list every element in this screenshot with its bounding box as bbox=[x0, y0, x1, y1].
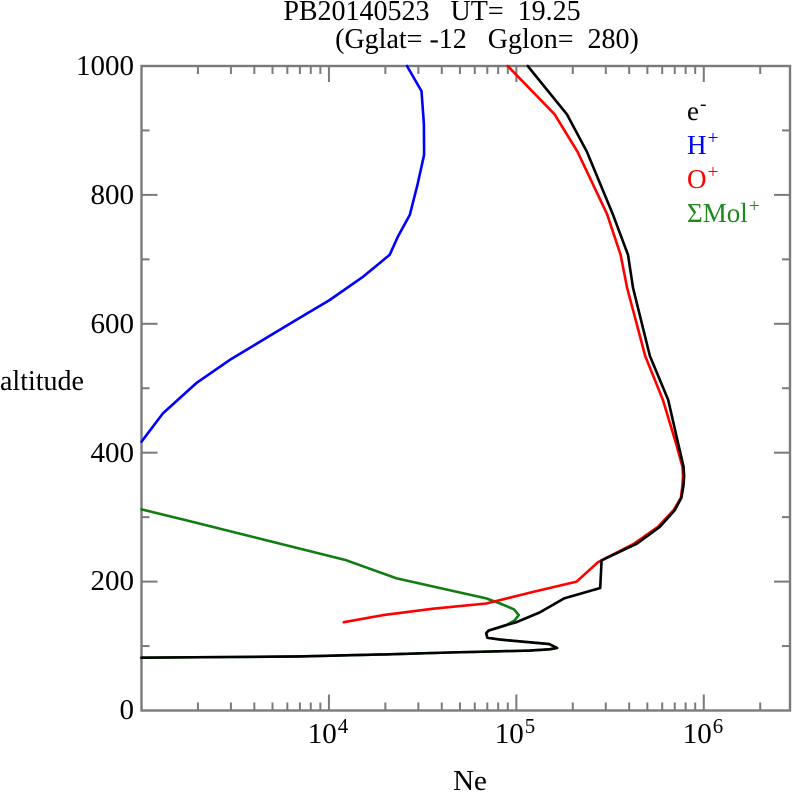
legend: e- H+ O+ ΣMol+ bbox=[687, 94, 760, 232]
x-tick-label: 104 bbox=[307, 713, 349, 750]
x-axis-title: Ne bbox=[453, 765, 487, 796]
x-tick-label: 106 bbox=[682, 713, 724, 750]
legend-item-oxygen-ion: O+ bbox=[687, 162, 719, 194]
y-tick-label: 200 bbox=[90, 565, 135, 597]
y-tick-label: 0 bbox=[119, 694, 135, 726]
y-tick-label: 400 bbox=[90, 437, 135, 469]
chart-subtitle: (Gglat= -12 Gglon= 280) bbox=[335, 24, 639, 55]
series-H bbox=[140, 64, 426, 443]
series-O bbox=[342, 64, 685, 624]
legend-item-electron: e- bbox=[687, 94, 707, 126]
legend-item-hydrogen-ion: H+ bbox=[687, 128, 719, 160]
legend-item-molecular-ions: ΣMol+ bbox=[687, 196, 760, 228]
x-tick-label: 105 bbox=[494, 713, 536, 750]
series-SigmaMol bbox=[140, 508, 559, 659]
chart-title: PB20140523 UT= 19.25 bbox=[283, 0, 581, 27]
series-e bbox=[140, 64, 686, 659]
y-axis-title: altitude bbox=[0, 366, 84, 397]
y-tick-label: 1000 bbox=[76, 50, 134, 82]
y-tick-label: 600 bbox=[90, 308, 135, 340]
y-tick-label: 800 bbox=[90, 179, 135, 211]
